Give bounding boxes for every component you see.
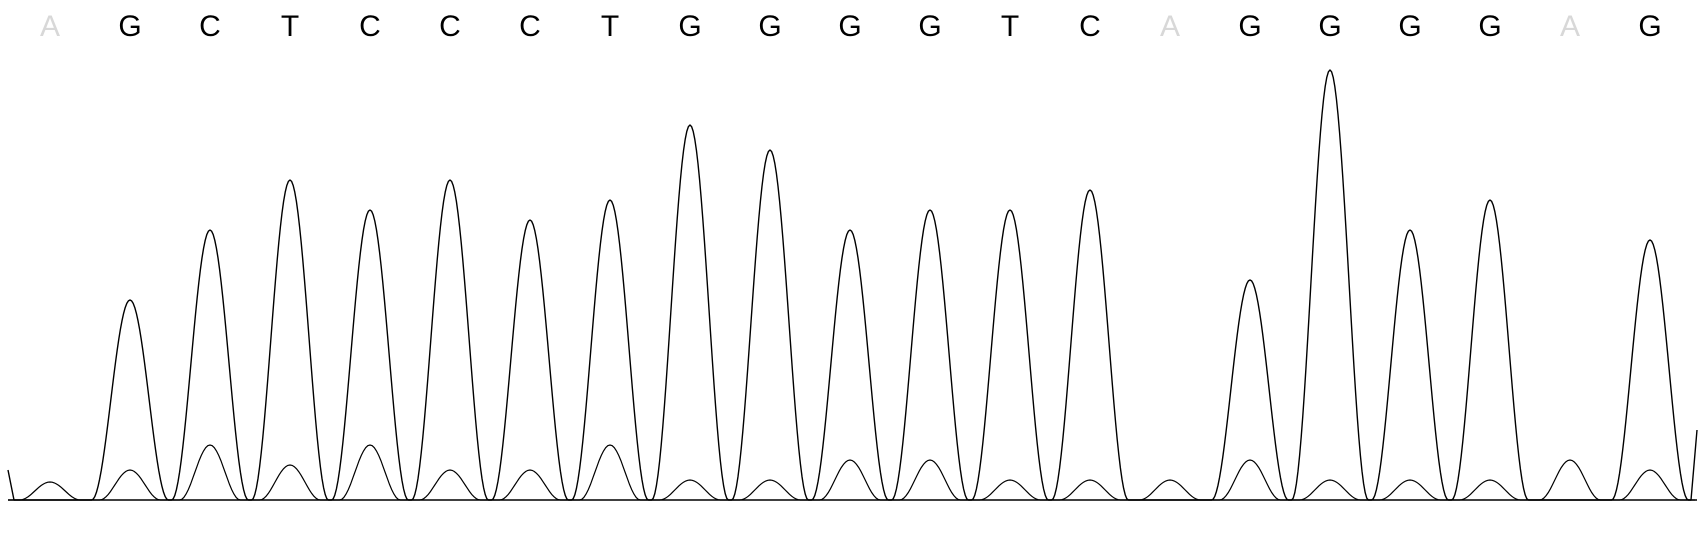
primary-trace — [8, 70, 1697, 500]
chromatogram-chart: AGCTCCCTGGGGTCAGGGGAG — [0, 0, 1703, 558]
chromatogram-traces — [0, 0, 1703, 558]
